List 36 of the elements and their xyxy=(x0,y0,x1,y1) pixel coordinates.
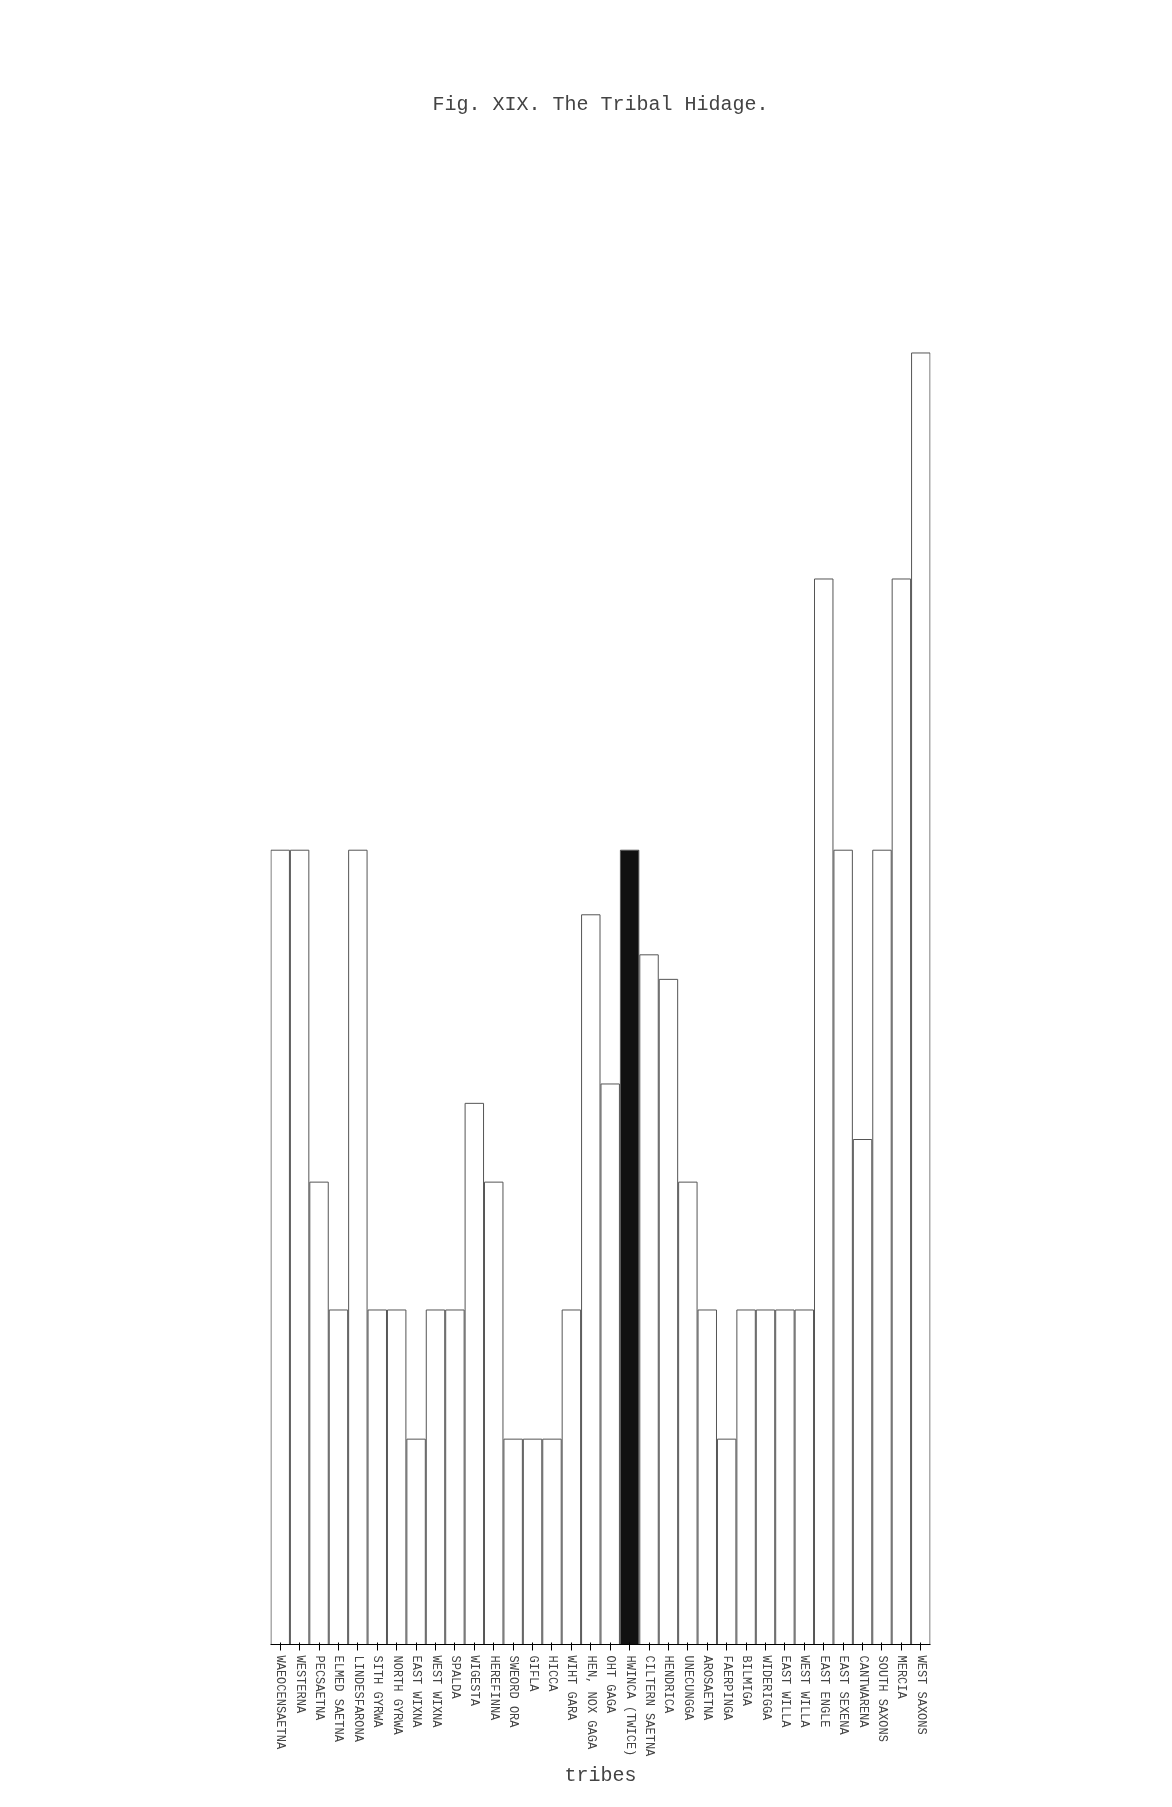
x-tick-label: CANTWARENA xyxy=(855,1655,870,1729)
x-tick-label: WIHT GARA xyxy=(564,1655,579,1722)
x-tick-label: SWEORD ORA xyxy=(506,1655,521,1729)
x-tick-label: SPALDA xyxy=(447,1655,462,1700)
x-tick-label: SOUTH SAXONS xyxy=(874,1655,889,1742)
x-tick-label: MERCIA xyxy=(894,1655,909,1700)
x-tick-label: HICCA xyxy=(544,1655,559,1693)
x-tick-label: HEREFINNA xyxy=(486,1655,501,1722)
x-tick-label: UNECUNGGA xyxy=(680,1655,695,1722)
x-tick-label: HENDRICA xyxy=(661,1655,676,1714)
x-tick-label: WIDERIGGA xyxy=(758,1655,773,1722)
x-tick-label: GIFLA xyxy=(525,1655,540,1693)
x-tick-label: HEN, NOX GAGA xyxy=(583,1655,598,1750)
x-tick-label: OHT GAGA xyxy=(603,1655,618,1714)
x-tick-label: NORTH GYRWA xyxy=(389,1655,404,1736)
x-tick-label: WIGESTA xyxy=(467,1655,482,1707)
x-tick-label: WESTERNA xyxy=(292,1655,307,1714)
x-tick-label: WEST WILLA xyxy=(797,1655,812,1729)
x-axis-title: tribes xyxy=(564,1764,637,1788)
x-tick-label: EAST WIXNA xyxy=(409,1655,424,1729)
x-tick-label: AROSAETNA xyxy=(700,1655,715,1722)
x-tick-label: EAST SEXENA xyxy=(836,1655,851,1736)
x-tick-label: WAEOCENSAETNA xyxy=(273,1655,288,1750)
x-tick-label: SITH GYRWA xyxy=(370,1655,385,1729)
x-tick-label: CILTERN SAETNA xyxy=(642,1655,657,1758)
x-tick-label: ELMED SAETNA xyxy=(331,1655,346,1743)
x-tick-label: WEST WIXNA xyxy=(428,1655,443,1729)
x-tick-label: BILMIGA xyxy=(739,1655,754,1707)
x-tick-label: LINDESFARONA xyxy=(350,1655,365,1743)
x-tick-label: PECSAETNA xyxy=(312,1655,327,1722)
chart-title: Fig. XIX. The Tribal Hidage. xyxy=(432,92,769,116)
x-tick-label: FAERPINGA xyxy=(719,1655,734,1722)
x-tick-label: EAST WILLA xyxy=(777,1655,792,1729)
x-tick-label: WEST SAXONS xyxy=(913,1655,928,1735)
x-tick-label: EAST ENGLE xyxy=(816,1655,831,1728)
x-tick-label: HWINCA (TWICE) xyxy=(622,1655,637,1757)
